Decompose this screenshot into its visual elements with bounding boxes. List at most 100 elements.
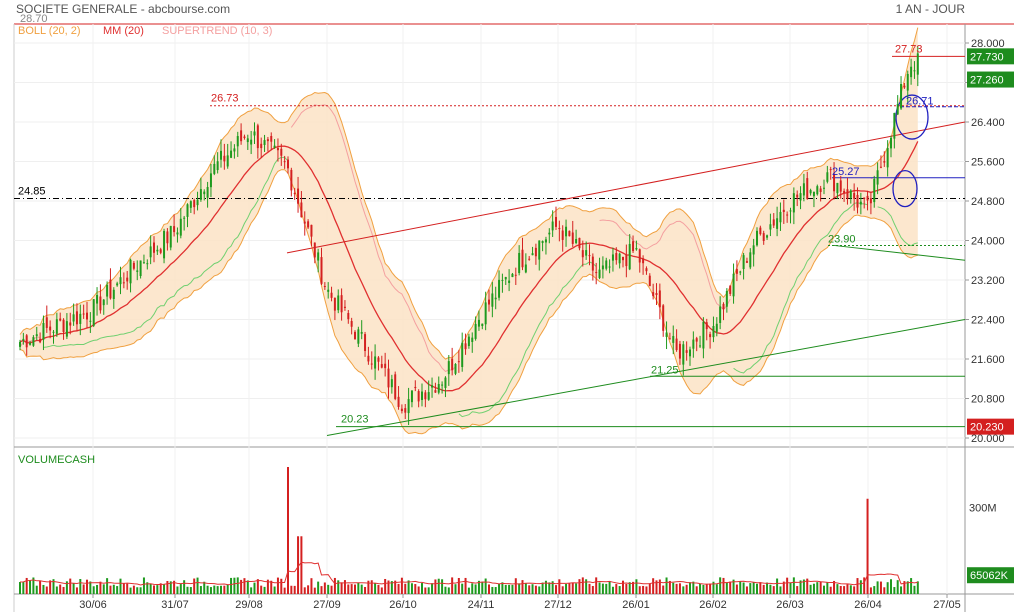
volume-bar bbox=[199, 586, 202, 594]
candle-body bbox=[816, 186, 819, 195]
candle-body bbox=[890, 137, 892, 149]
candle-body bbox=[528, 258, 531, 260]
candle-body bbox=[722, 303, 725, 310]
candle-body bbox=[116, 283, 119, 286]
candle-body bbox=[725, 291, 728, 307]
candle-body bbox=[421, 391, 423, 400]
candle-body bbox=[364, 334, 367, 352]
volume-bar bbox=[725, 582, 728, 594]
candle-body bbox=[732, 273, 735, 297]
candle-body bbox=[35, 334, 38, 337]
candle-body bbox=[347, 313, 350, 320]
volume-bar bbox=[49, 580, 52, 594]
volume-bar bbox=[313, 587, 316, 594]
candle-body bbox=[635, 248, 638, 250]
candle-body bbox=[802, 183, 805, 196]
candle-body bbox=[799, 193, 802, 201]
legend-supertrend[interactable]: SUPERTREND (10, 3) bbox=[162, 25, 272, 37]
volume-bar bbox=[879, 581, 882, 594]
candle-body bbox=[849, 190, 852, 198]
volume-bar bbox=[601, 583, 604, 594]
candle-body bbox=[179, 218, 182, 236]
volume-bar bbox=[759, 582, 762, 594]
volume-bar bbox=[216, 586, 219, 594]
candle-body bbox=[859, 201, 862, 205]
label-low-mid: 21.25 bbox=[651, 364, 679, 376]
candle-body bbox=[350, 321, 353, 327]
price-badge-label: 27.730 bbox=[970, 51, 1004, 63]
volume-bar bbox=[441, 579, 444, 594]
volume-bar bbox=[297, 536, 300, 594]
candle-body bbox=[132, 262, 135, 269]
volume-bar bbox=[638, 586, 641, 594]
volume-bar bbox=[300, 536, 303, 594]
volume-bar bbox=[400, 577, 403, 594]
volume-bar bbox=[417, 586, 420, 594]
price-badge-label: 20.230 bbox=[970, 422, 1004, 434]
candle-body bbox=[307, 221, 310, 228]
candle-body bbox=[575, 238, 578, 244]
volume-bar bbox=[142, 577, 145, 594]
candle-body bbox=[645, 268, 648, 272]
volume-bar bbox=[303, 587, 306, 594]
price-tick-label: 23.200 bbox=[971, 275, 1005, 287]
candle-body bbox=[719, 306, 722, 323]
candle-body bbox=[86, 312, 88, 320]
volume-bar bbox=[635, 579, 638, 594]
volume-bar bbox=[350, 584, 353, 594]
chart-title: SOCIETE GENERALE - abcbourse.com bbox=[16, 2, 230, 16]
volume-bar bbox=[243, 578, 246, 594]
volume-bar bbox=[702, 584, 705, 594]
volume-bar bbox=[672, 582, 675, 594]
volume-bar bbox=[461, 583, 464, 594]
volume-bar bbox=[233, 577, 236, 594]
candle-body bbox=[19, 341, 21, 347]
volume-tick-label: 300M bbox=[969, 502, 997, 514]
volume-bar bbox=[568, 583, 571, 594]
candle-body bbox=[173, 226, 176, 233]
candle-body bbox=[112, 289, 115, 300]
candle-body bbox=[52, 331, 55, 333]
candle-body bbox=[648, 275, 651, 287]
candle-body bbox=[605, 260, 608, 269]
legend-boll[interactable]: BOLL (20, 2) bbox=[18, 25, 81, 37]
volume-bar bbox=[397, 583, 400, 594]
candle-body bbox=[437, 384, 440, 393]
volume-bar bbox=[156, 585, 159, 594]
label-high-right: 27.73 bbox=[895, 43, 923, 55]
volume-bar bbox=[695, 586, 698, 594]
volume-bar bbox=[722, 577, 725, 594]
candle-body bbox=[544, 239, 547, 243]
volume-bar bbox=[99, 581, 102, 594]
candle-body bbox=[343, 306, 346, 308]
candle-body bbox=[823, 187, 825, 189]
volume-bar bbox=[407, 580, 410, 594]
candle-body bbox=[705, 322, 708, 330]
candle-body bbox=[290, 169, 293, 191]
volume-bar bbox=[682, 586, 685, 594]
volume-bar bbox=[454, 584, 457, 594]
volume-bar bbox=[789, 582, 792, 594]
candle-body bbox=[521, 249, 524, 268]
candle-body bbox=[193, 200, 196, 208]
candle-body bbox=[608, 266, 611, 268]
candle-body bbox=[789, 210, 792, 212]
candle-body bbox=[297, 188, 300, 204]
candle-body bbox=[370, 363, 373, 365]
legend-mm[interactable]: MM (20) bbox=[103, 25, 144, 37]
period-label[interactable]: 1 AN - JOUR bbox=[896, 2, 966, 16]
candle-body bbox=[903, 85, 906, 88]
volume-bar bbox=[732, 579, 735, 594]
volume-bar bbox=[451, 577, 454, 594]
candle-body bbox=[809, 190, 812, 194]
candle-body bbox=[779, 211, 782, 223]
candle-body bbox=[568, 230, 571, 237]
volume-bar bbox=[89, 581, 92, 594]
candle-body bbox=[457, 361, 460, 363]
candle-body bbox=[766, 235, 769, 238]
candle-body bbox=[427, 392, 430, 400]
candle-body bbox=[59, 318, 62, 321]
candle-body bbox=[360, 332, 363, 334]
candle-body bbox=[504, 277, 507, 280]
